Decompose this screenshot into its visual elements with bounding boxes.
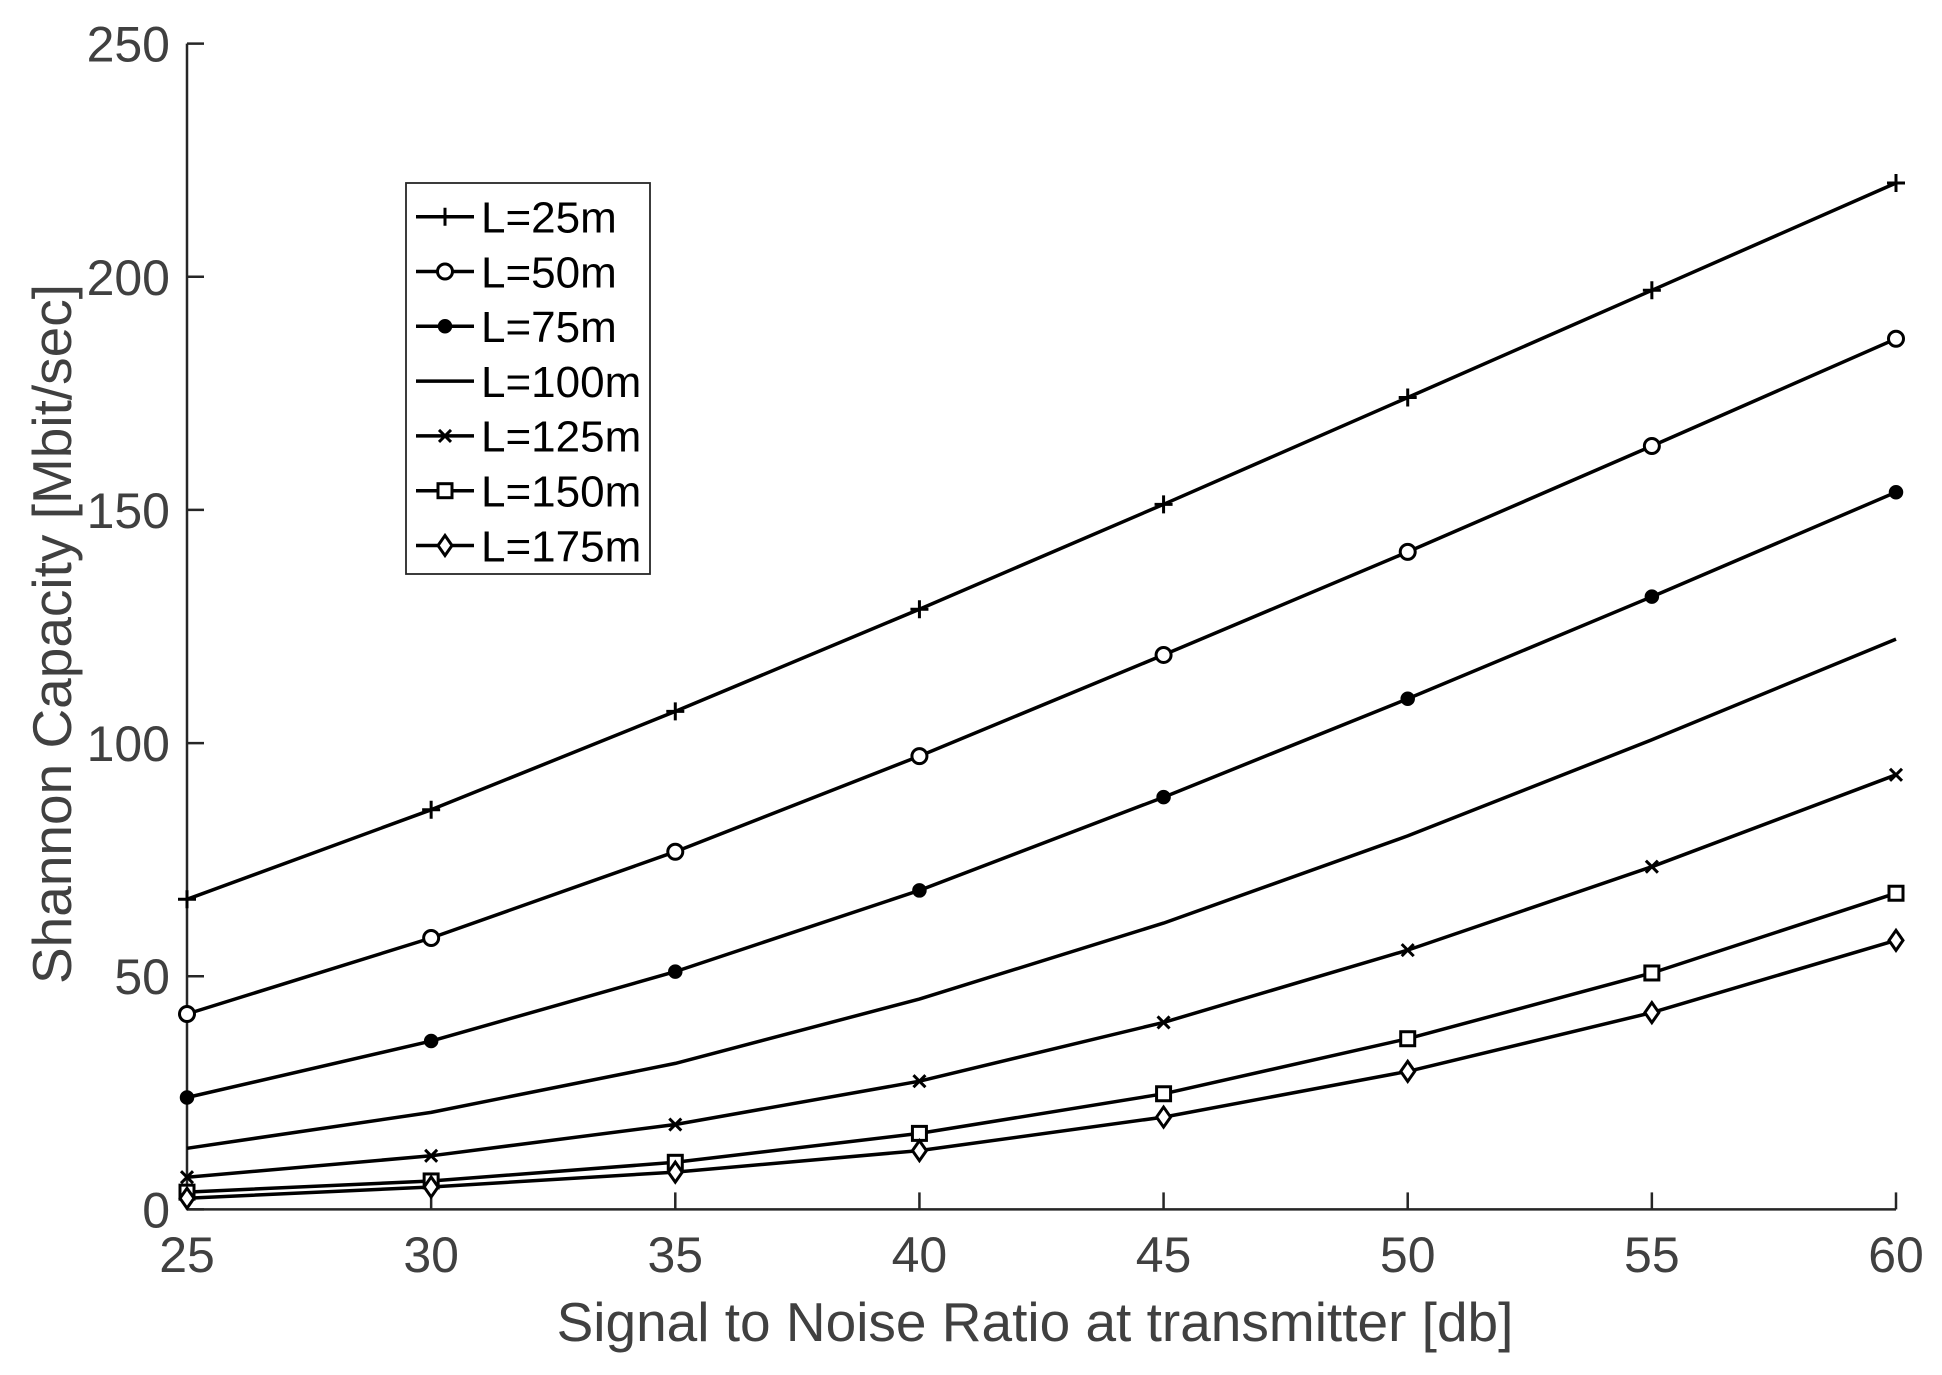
legend-label: L=150m — [481, 468, 641, 517]
series-7-diamond-marker — [666, 1159, 685, 1185]
series-3-dot-marker — [912, 883, 927, 898]
series-4 — [186, 637, 1897, 1151]
x-tick-label: 50 — [1380, 1227, 1436, 1283]
series-7-diamond-marker — [1887, 927, 1905, 953]
x-tick-label: 30 — [403, 1227, 459, 1283]
series-5-x-marker — [424, 1148, 439, 1163]
series-5-line — [186, 773, 1897, 1179]
y-tick-label: 50 — [114, 949, 170, 1005]
legend-box — [405, 182, 651, 575]
legend-entry-1: L=25m — [416, 194, 617, 243]
legend-x-marker — [437, 428, 453, 443]
series-2-circle-marker — [178, 1005, 196, 1024]
legend-entry-2: L=50m — [416, 248, 617, 297]
x-tick-label: 25 — [159, 1227, 215, 1283]
series-7-diamond-marker — [422, 1174, 440, 1200]
series-1 — [178, 174, 1905, 909]
y-axis-label: Shannon Capacity [Mbit/sec] — [21, 284, 83, 984]
y-tick-label: 150 — [87, 483, 170, 539]
x-tick-label: 35 — [647, 1227, 703, 1283]
series-1-line — [186, 181, 1897, 901]
series-5-x-marker — [1644, 859, 1659, 874]
series-3-dot-marker — [1644, 589, 1660, 604]
series-5-x-marker — [1888, 767, 1904, 782]
legend-square-marker — [436, 482, 454, 500]
series-5-x-marker — [912, 1074, 927, 1089]
legend-circle-marker — [436, 262, 454, 281]
series-7-diamond-marker — [910, 1138, 929, 1164]
series-6-square-marker — [1887, 884, 1905, 902]
series-layer — [178, 174, 1905, 1211]
legend-plus-marker — [436, 207, 454, 226]
series-5-x-marker — [1156, 1015, 1171, 1030]
series-1-plus-marker — [178, 890, 196, 909]
series-2-line — [186, 337, 1897, 1016]
legend-label: L=25m — [481, 194, 617, 243]
legend-label: L=75m — [481, 303, 617, 352]
series-1-plus-marker — [1398, 388, 1417, 407]
series-6-line — [186, 891, 1897, 1194]
series-5-x-marker — [1400, 943, 1415, 958]
series-2-circle-marker — [1154, 645, 1173, 664]
x-tick-label: 55 — [1624, 1227, 1680, 1283]
axes: 0 50 100 150 200 250 25 30 35 40 45 50 55 60 — [87, 17, 1924, 1283]
series-5-x-marker — [179, 1170, 195, 1185]
series-2-circle-marker — [666, 842, 685, 861]
legend-dot-marker — [437, 319, 453, 334]
x-tick-label: 40 — [892, 1227, 948, 1283]
x-tick-label: 45 — [1136, 1227, 1192, 1283]
legend-label: L=50m — [481, 248, 617, 297]
x-tick-label: 60 — [1868, 1227, 1924, 1283]
series-1-plus-marker — [666, 702, 685, 721]
series-3-dot-marker — [668, 964, 683, 979]
legend-entry-6: L=150m — [416, 468, 641, 517]
y-tick-label: 0 — [142, 1182, 170, 1238]
series-3-dot-marker — [179, 1090, 195, 1105]
legend-entry-7: L=175m — [416, 522, 641, 571]
series-5 — [179, 767, 1904, 1185]
series-7-diamond-marker — [1398, 1058, 1417, 1084]
legend-entry-4: L=100m — [416, 358, 641, 407]
y-tick-label: 250 — [87, 17, 170, 73]
series-3-dot-marker — [423, 1033, 439, 1049]
series-2-circle-marker — [1398, 542, 1417, 561]
legend: L=25m L=50m L=75m L=100m L=125m L=150m L=175m — [405, 182, 651, 575]
legend-entry-5: L=125m — [416, 413, 641, 462]
series-7-diamond-marker — [1154, 1104, 1173, 1130]
series-2-circle-marker — [1887, 329, 1905, 348]
series-2-circle-marker — [1642, 437, 1661, 456]
series-7-line — [186, 938, 1897, 1200]
series-3-dot-marker — [1400, 691, 1415, 707]
series-3 — [179, 484, 1904, 1105]
legend-entry-3: L=75m — [416, 303, 617, 352]
series-1-plus-marker — [1154, 495, 1173, 514]
legend-label: L=100m — [481, 358, 641, 407]
series-6-square-marker — [1643, 964, 1661, 982]
legend-label: L=125m — [481, 413, 641, 462]
y-tick-label: 100 — [87, 716, 170, 772]
series-7-diamond-marker — [178, 1185, 196, 1211]
series-3-dot-marker — [1156, 789, 1171, 805]
x-axis-label: Signal to Noise Ratio at transmitter [db… — [557, 1291, 1514, 1353]
series-6-square-marker — [1399, 1030, 1417, 1048]
series-7-diamond-marker — [1643, 999, 1661, 1026]
series-2-circle-marker — [910, 747, 929, 766]
legend-diamond-marker — [436, 532, 454, 559]
series-6-square-marker — [1155, 1085, 1173, 1103]
series-3-dot-marker — [1888, 484, 1904, 500]
series-2 — [178, 329, 1905, 1024]
series-2-circle-marker — [422, 929, 441, 948]
legend-label: L=175m — [481, 522, 641, 571]
series-1-plus-marker — [1887, 174, 1905, 193]
series-7 — [178, 927, 1905, 1211]
series-3-line — [186, 490, 1897, 1100]
series-1-plus-marker — [910, 600, 929, 619]
y-tick-label: 200 — [87, 250, 170, 306]
series-1-plus-marker — [1642, 281, 1661, 300]
series-5-x-marker — [668, 1117, 683, 1132]
series-4-line — [186, 637, 1897, 1151]
series-1-plus-marker — [422, 800, 441, 819]
